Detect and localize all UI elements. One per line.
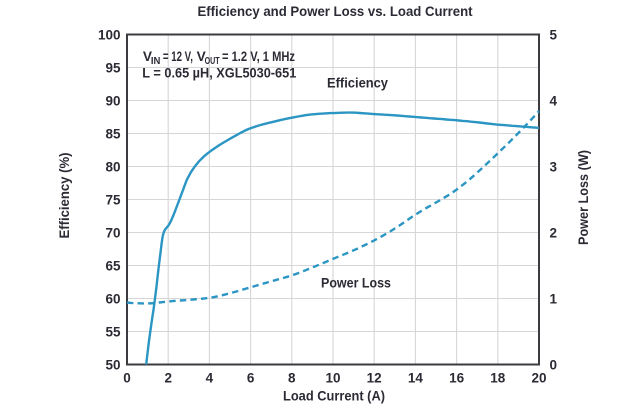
svg-text:4: 4: [206, 370, 214, 385]
svg-text:5: 5: [550, 27, 558, 42]
svg-text:0: 0: [550, 357, 558, 372]
svg-text:Efficiency and Power Loss vs.: Efficiency and Power Loss vs. Load Curre…: [198, 4, 473, 19]
svg-text:V: V: [197, 49, 207, 64]
svg-text:70: 70: [105, 225, 120, 240]
svg-text:0: 0: [123, 370, 131, 385]
svg-text:Power Loss (W): Power Loss (W): [576, 150, 591, 245]
svg-text:90: 90: [105, 93, 120, 108]
svg-text:3: 3: [550, 159, 558, 174]
svg-text:100: 100: [98, 27, 121, 42]
svg-text:14: 14: [408, 370, 424, 385]
svg-text:Load Current (A): Load Current (A): [283, 389, 385, 404]
svg-text:55: 55: [105, 324, 121, 339]
svg-text:= 1.2 V, 1 MHz: = 1.2 V, 1 MHz: [222, 49, 295, 64]
svg-text:Efficiency: Efficiency: [327, 76, 388, 91]
svg-text:2: 2: [164, 370, 172, 385]
svg-text:10: 10: [325, 370, 340, 385]
svg-text:85: 85: [105, 126, 121, 141]
svg-text:12: 12: [367, 370, 382, 385]
svg-text:OUT: OUT: [205, 56, 220, 67]
svg-text:= 12 V,: = 12 V,: [163, 49, 193, 64]
svg-text:50: 50: [105, 357, 120, 372]
svg-text:95: 95: [105, 60, 121, 75]
svg-text:16: 16: [449, 370, 465, 385]
svg-text:18: 18: [490, 370, 506, 385]
svg-text:1: 1: [550, 291, 558, 306]
svg-text:Efficiency (%): Efficiency (%): [57, 153, 72, 239]
svg-text:Power Loss: Power Loss: [321, 275, 391, 290]
svg-text:8: 8: [288, 370, 296, 385]
svg-text:60: 60: [105, 291, 120, 306]
svg-text:IN: IN: [151, 56, 161, 67]
svg-text:L = 0.65 µH, XGL5030-651: L = 0.65 µH, XGL5030-651: [142, 65, 296, 80]
svg-text:4: 4: [550, 93, 558, 108]
svg-text:80: 80: [105, 159, 120, 174]
svg-text:V: V: [143, 49, 153, 64]
svg-text:20: 20: [531, 370, 546, 385]
svg-text:2: 2: [550, 225, 558, 240]
svg-text:65: 65: [105, 258, 121, 273]
svg-text:75: 75: [105, 192, 121, 207]
svg-text:6: 6: [247, 370, 255, 385]
